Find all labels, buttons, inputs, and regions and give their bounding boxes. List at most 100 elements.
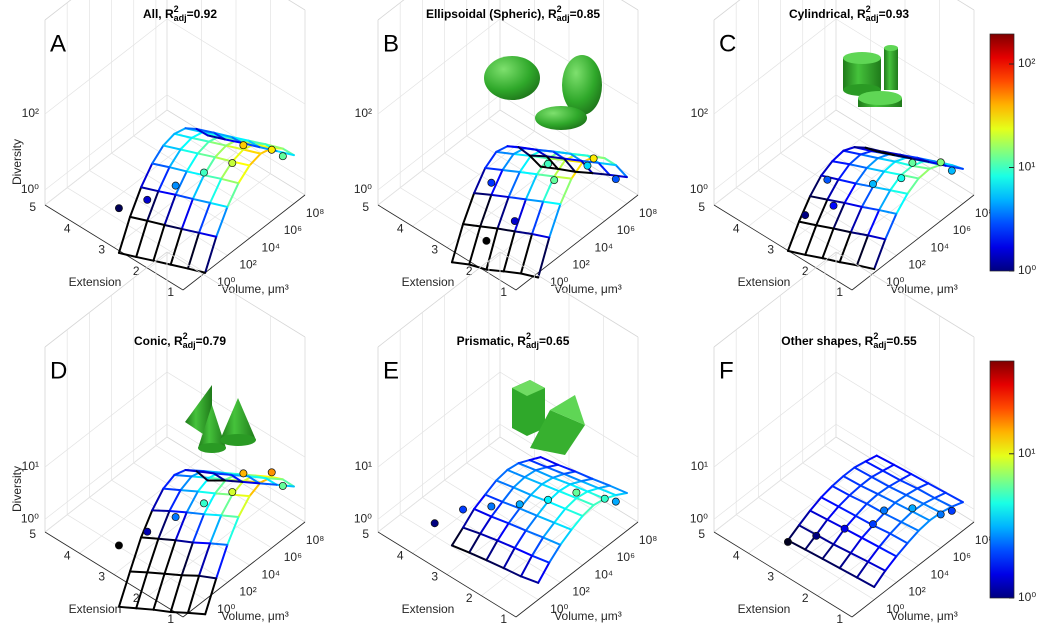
surface-segment xyxy=(195,470,215,475)
surface-segment xyxy=(867,209,881,237)
y-tick-label: 2 xyxy=(802,591,809,605)
surface-segment xyxy=(191,541,212,545)
z-grid-line xyxy=(44,94,168,191)
surface-segment xyxy=(135,607,155,611)
surface-segment xyxy=(859,153,879,160)
surface-segment xyxy=(180,227,201,234)
surface-segment xyxy=(237,164,251,185)
y-grid-line xyxy=(412,457,535,554)
surface-segment xyxy=(169,263,189,270)
surface-segment xyxy=(545,155,559,170)
y-tick-label: 2 xyxy=(133,264,140,278)
surface-segment xyxy=(248,152,262,167)
z-tick-label: 10⁰ xyxy=(690,511,708,525)
surface-segment xyxy=(876,485,890,496)
surface-segment xyxy=(462,507,476,529)
surface-segment xyxy=(563,470,577,475)
surface-segment xyxy=(859,484,879,496)
y-grid-line xyxy=(44,436,168,533)
y-tick-label: 5 xyxy=(362,527,369,541)
z-grid-line xyxy=(44,371,168,468)
surface-segment xyxy=(916,487,936,500)
x-tick-label: 10⁴ xyxy=(262,567,281,581)
surface-segment xyxy=(502,567,522,578)
x-axis xyxy=(182,521,306,618)
surface-segment xyxy=(580,480,600,490)
data-point xyxy=(897,174,906,183)
surface-segment xyxy=(129,215,149,222)
y-grid-line xyxy=(748,130,871,227)
surface-segment xyxy=(501,500,521,510)
surface-segment xyxy=(162,144,182,151)
z-grid-line xyxy=(166,18,306,105)
z-tick-label: 10² xyxy=(355,106,372,120)
surface-segment xyxy=(528,154,548,158)
x-tick-label: 10⁸ xyxy=(975,206,993,220)
surface-segment xyxy=(185,511,205,516)
data-point xyxy=(482,236,491,245)
title-text: Cylindrical, R xyxy=(789,7,866,21)
surface-segment xyxy=(842,146,856,152)
surface-segment xyxy=(517,459,531,465)
surface-segment xyxy=(553,521,573,531)
box-edge xyxy=(44,251,168,348)
icon-cone xyxy=(220,398,256,440)
x-tick-label: 10⁴ xyxy=(931,240,950,254)
surface-segment xyxy=(906,177,920,195)
y-axis-label: Extension xyxy=(402,275,455,289)
surface-segment xyxy=(548,203,562,239)
data-point xyxy=(936,510,945,519)
data-point xyxy=(278,481,287,490)
surface-segment xyxy=(887,479,902,488)
icon-cone xyxy=(198,443,226,453)
surface-segment xyxy=(944,491,964,504)
surface-segment xyxy=(826,198,846,204)
surface-segment xyxy=(581,504,595,517)
surface-segment xyxy=(922,497,936,505)
surface-segment xyxy=(512,486,532,496)
z-tick-label: 10⁰ xyxy=(21,182,39,196)
surface-segment xyxy=(517,462,537,472)
data-point xyxy=(239,141,248,150)
surface-segment xyxy=(906,529,920,545)
surface-segment xyxy=(242,148,262,155)
surface-segment xyxy=(129,570,149,574)
surface-segment xyxy=(174,170,188,196)
surface-segment xyxy=(202,174,223,180)
y-axis xyxy=(713,531,853,618)
data-point xyxy=(829,201,838,210)
chart-title: Conic, R2 adj=0.79 xyxy=(134,331,226,350)
surface-segment xyxy=(174,193,194,200)
surface-segment xyxy=(849,205,863,234)
y-tick-label: 1 xyxy=(500,285,507,299)
z-grid-line xyxy=(377,423,501,520)
surface-segment xyxy=(837,505,857,517)
title-sub: adj xyxy=(526,340,539,350)
surface-segment xyxy=(878,532,892,549)
surface-segment xyxy=(867,560,887,572)
surface-segment xyxy=(212,472,226,482)
surface-segment xyxy=(564,159,584,164)
surface-segment xyxy=(513,529,527,549)
x-axis-label: Volume, μm³ xyxy=(554,282,622,296)
y-grid-line xyxy=(377,109,501,206)
panel-letter: B xyxy=(383,30,399,57)
title-sub: adj xyxy=(873,340,886,350)
data-point xyxy=(430,519,439,528)
surface-segment xyxy=(517,146,537,151)
surface-segment xyxy=(892,154,913,160)
icon-prism xyxy=(512,380,545,436)
surface-segment xyxy=(485,559,505,570)
data-point xyxy=(823,175,832,184)
surface-segment xyxy=(450,544,471,554)
x-tick-label: 10⁰ xyxy=(886,602,904,616)
surface-segment xyxy=(883,170,903,176)
surface-segment xyxy=(895,192,909,215)
surface-segment xyxy=(900,173,920,180)
surface-segment xyxy=(563,472,583,483)
surface-segment xyxy=(241,480,261,485)
y-axis xyxy=(44,204,184,291)
surface-segment xyxy=(484,493,504,503)
